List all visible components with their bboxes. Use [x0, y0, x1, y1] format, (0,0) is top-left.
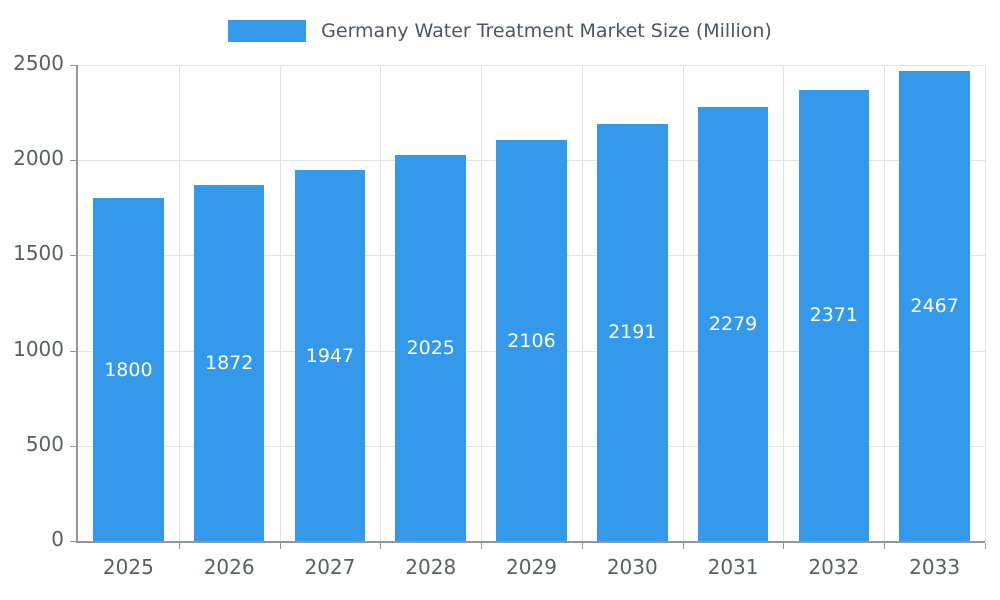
bar-value-label: 1800: [104, 358, 153, 381]
bar-value-label: 1947: [305, 344, 355, 367]
bar: 2191: [597, 123, 668, 541]
x-axis-tick-label: 2026: [203, 555, 255, 579]
bar: 1872: [193, 184, 265, 541]
bar-value-label: 2371: [809, 304, 858, 327]
bar-value-label: 2279: [708, 313, 758, 336]
y-axis-tick: [70, 350, 76, 352]
bar: 2025: [395, 155, 466, 541]
bar: 2371: [798, 89, 870, 541]
grid-line-vertical: [783, 65, 785, 541]
bar: 2106: [496, 140, 567, 541]
x-axis-tick-label: 2033: [909, 555, 961, 579]
bar: 2467: [899, 71, 970, 541]
x-axis-tick: [783, 543, 785, 549]
x-axis-tick-label: 2032: [808, 555, 860, 579]
grid-line-horizontal: [78, 65, 985, 66]
x-axis-tick-label: 2030: [606, 555, 658, 579]
y-axis-tick-label: 1500: [13, 241, 64, 266]
y-axis-tick-label: 2500: [13, 51, 64, 75]
grid-line-vertical: [279, 65, 281, 541]
y-axis-tick-label: 0: [51, 527, 64, 551]
legend-swatch: [228, 20, 307, 42]
y-axis-tick: [70, 541, 76, 542]
x-axis-tick-label: 2025: [102, 555, 154, 579]
grid-line-vertical: [178, 65, 180, 541]
x-axis-tick-label: 2028: [405, 555, 457, 579]
x-axis-tick: [985, 543, 986, 549]
x-axis-tick-label: 2031: [707, 555, 759, 579]
bar: 1947: [294, 170, 366, 541]
bar-value-label: 1872: [204, 351, 254, 374]
y-axis-line: [76, 65, 78, 541]
bar-value-label: 2106: [507, 329, 556, 352]
y-axis-tick-label: 2000: [13, 146, 64, 171]
y-axis-tick-label: 500: [25, 431, 64, 456]
x-axis-tick: [178, 543, 180, 549]
x-axis-tick-label: 2027: [304, 555, 356, 579]
x-axis-tick: [682, 543, 684, 549]
x-axis-tick: [884, 543, 886, 549]
grid-line-vertical: [884, 65, 886, 541]
legend-label: Germany Water Treatment Market Size (Mil…: [321, 20, 772, 42]
y-axis-tick: [70, 255, 76, 257]
x-axis-tick: [481, 543, 483, 549]
bar-value-label: 2191: [608, 321, 657, 344]
bar: 2279: [697, 107, 769, 541]
grid-line-vertical: [481, 65, 483, 541]
y-axis-tick: [70, 65, 76, 66]
y-axis-tick-label: 1000: [13, 336, 64, 361]
x-axis-line: [76, 541, 985, 543]
legend: Germany Water Treatment Market Size (Mil…: [0, 18, 1000, 44]
grid-line-vertical: [682, 65, 684, 541]
x-axis-tick: [279, 543, 281, 549]
x-axis-tick-label: 2029: [506, 555, 557, 579]
grid-line-vertical: [380, 65, 382, 541]
grid-line-vertical: [581, 65, 583, 541]
bar-value-label: 2467: [910, 295, 959, 318]
x-axis-tick: [380, 543, 382, 549]
x-axis-tick: [581, 543, 583, 549]
y-axis-tick: [70, 445, 76, 447]
bar: 1800: [93, 198, 164, 541]
grid-line-vertical: [985, 65, 986, 541]
plot-area: 1800 1872 1947 2025 2106 2191 2279 2371 2467 0 50…: [13, 51, 986, 579]
bar-value-label: 2025: [406, 337, 455, 360]
y-axis-tick: [70, 160, 76, 162]
